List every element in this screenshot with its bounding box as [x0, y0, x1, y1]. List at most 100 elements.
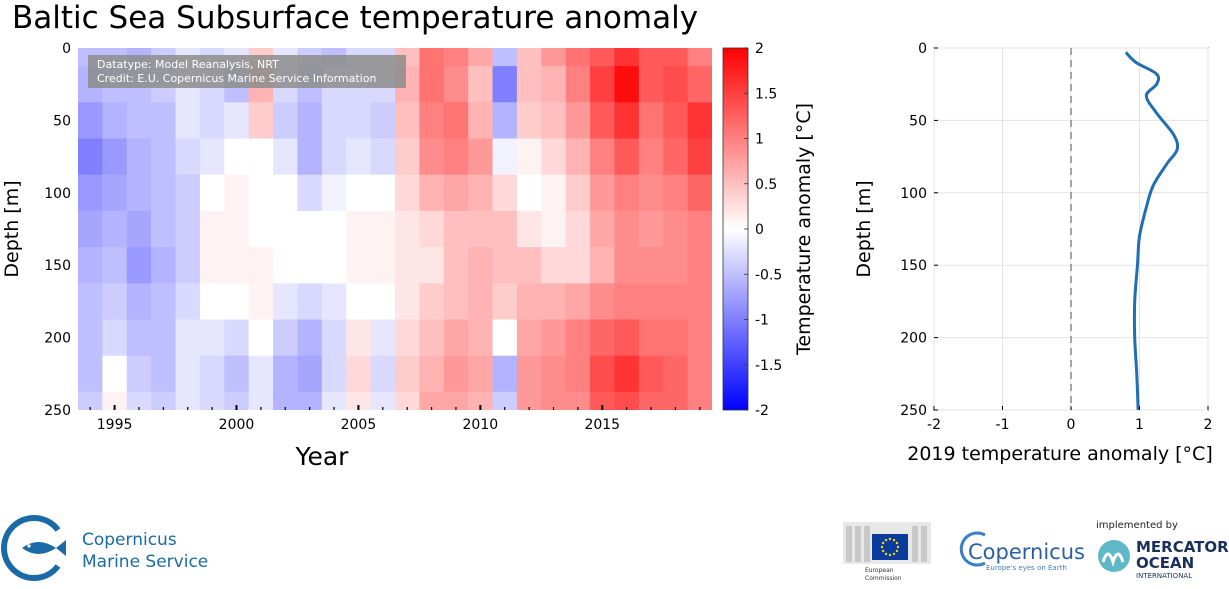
eu-star-icon	[888, 553, 892, 557]
heatmap-cell	[248, 102, 274, 140]
heatmap-cell	[346, 247, 372, 284]
heatmap-cell	[638, 247, 664, 284]
heatmap-cell	[321, 210, 347, 248]
heatmap-cell	[321, 283, 347, 321]
heatmap-cell	[565, 138, 591, 176]
copernicus-text: Copernicus	[968, 540, 1085, 564]
heatmap-cell	[273, 210, 299, 248]
heatmap-cell	[126, 247, 152, 284]
heatmap-cell	[370, 102, 396, 140]
heatmap-cell	[78, 138, 103, 176]
heatmap-x-label: Year	[295, 442, 350, 471]
colorbar-tick-label: -2	[755, 403, 769, 419]
heatmap-cell	[224, 283, 250, 321]
heatmap-cell	[468, 355, 494, 393]
heatmap-cell	[78, 319, 103, 357]
x-tick-label: 2015	[584, 417, 620, 433]
heatmap-cell	[78, 174, 103, 212]
heatmap-cell	[370, 247, 396, 284]
eu-star-icon	[896, 545, 900, 549]
heatmap-cell	[78, 210, 103, 248]
heatmap-cell	[516, 66, 542, 103]
heatmap-cell	[541, 174, 567, 212]
heatmap-cell	[516, 210, 542, 248]
heatmap-cell	[590, 319, 616, 357]
heatmap-cell	[516, 138, 542, 176]
heatmap-cell	[224, 247, 250, 284]
implemented-by-text: implemented by	[1096, 520, 1178, 531]
heatmap-cell	[346, 391, 372, 410]
heatmap-cell	[321, 247, 347, 284]
heatmap-cell	[638, 48, 664, 67]
heatmap-cell	[516, 319, 542, 357]
eu-star-icon	[888, 537, 892, 541]
heatmap-cell	[614, 283, 640, 321]
heatmap-cell	[102, 283, 128, 321]
heatmap-cell	[199, 210, 225, 248]
credits-line-2: Credit: E.U. Copernicus Marine Service I…	[97, 72, 376, 85]
heatmap-cell	[151, 391, 177, 410]
heatmap-cell	[151, 138, 177, 176]
profile-x-tick-label: 0	[1067, 417, 1076, 433]
heatmap-cell	[492, 138, 518, 176]
heatmap-cell	[395, 355, 420, 393]
heatmap-cell	[419, 247, 445, 284]
heatmap-cells	[78, 48, 712, 410]
heatmap-cell	[199, 102, 225, 140]
ec-text-line-1: European	[865, 567, 894, 574]
heatmap-cell	[346, 355, 372, 393]
heatmap-cell	[199, 283, 225, 321]
heatmap-cell	[102, 174, 128, 212]
colorbar-tick-label: -1.5	[755, 358, 782, 374]
heatmap-cell	[541, 355, 567, 393]
logo-text-copernicus: Copernicus	[82, 530, 177, 550]
heatmap-cell	[297, 174, 323, 212]
heatmap-cell	[541, 210, 567, 248]
heatmap-cell	[590, 48, 616, 67]
heatmap-cell	[492, 174, 518, 212]
heatmap-cell	[687, 102, 712, 140]
heatmap-cell	[175, 355, 201, 393]
heatmap-cell	[273, 102, 299, 140]
eu-star-icon	[884, 552, 888, 556]
heatmap-cell	[468, 247, 494, 284]
heatmap-cell	[516, 48, 542, 67]
heatmap-cell	[541, 138, 567, 176]
profile-x-tick-label: -2	[927, 417, 941, 433]
heatmap-cell	[273, 174, 299, 212]
heatmap-cell	[638, 66, 664, 103]
ec-text-line-2: Commission	[865, 575, 902, 582]
heatmap-cell	[297, 391, 323, 410]
heatmap-cell	[321, 319, 347, 357]
y-tick-label: 200	[44, 331, 71, 347]
heatmap-cell	[248, 391, 274, 410]
heatmap-cell	[468, 48, 494, 67]
heatmap-cell	[541, 48, 567, 67]
heatmap-cell	[126, 102, 152, 140]
logo-text-marine-service: Marine Service	[82, 552, 208, 572]
colorbar-tick-label: 1.5	[755, 86, 777, 102]
heatmap-cell	[78, 283, 103, 321]
heatmap-cell	[395, 210, 420, 248]
heatmap-cell	[151, 174, 177, 212]
heatmap-cell	[273, 283, 299, 321]
colorbar-tick-label: 1	[755, 132, 764, 148]
copernicus-tagline: Europe's eyes on Earth	[986, 564, 1067, 572]
heatmap-cell	[565, 355, 591, 393]
heatmap-cell	[175, 138, 201, 176]
heatmap-cell	[102, 319, 128, 357]
international-text: INTERNATIONAL	[1136, 572, 1192, 580]
x-tick-label: 2005	[341, 417, 377, 433]
heatmap-cell	[370, 138, 396, 176]
heatmap-cell	[151, 319, 177, 357]
colorbar-label: Temperature anomaly [°C]	[793, 103, 815, 356]
heatmap-cell	[687, 247, 712, 284]
heatmap-cell	[199, 247, 225, 284]
ocean-text: OCEAN	[1136, 554, 1194, 572]
x-tick-label: 2010	[463, 417, 499, 433]
heatmap-cell	[638, 174, 664, 212]
mercator-text: MERCATOR	[1136, 538, 1229, 556]
heatmap-cell	[443, 319, 469, 357]
eu-star-icon	[892, 552, 896, 556]
heatmap-cell	[468, 174, 494, 212]
